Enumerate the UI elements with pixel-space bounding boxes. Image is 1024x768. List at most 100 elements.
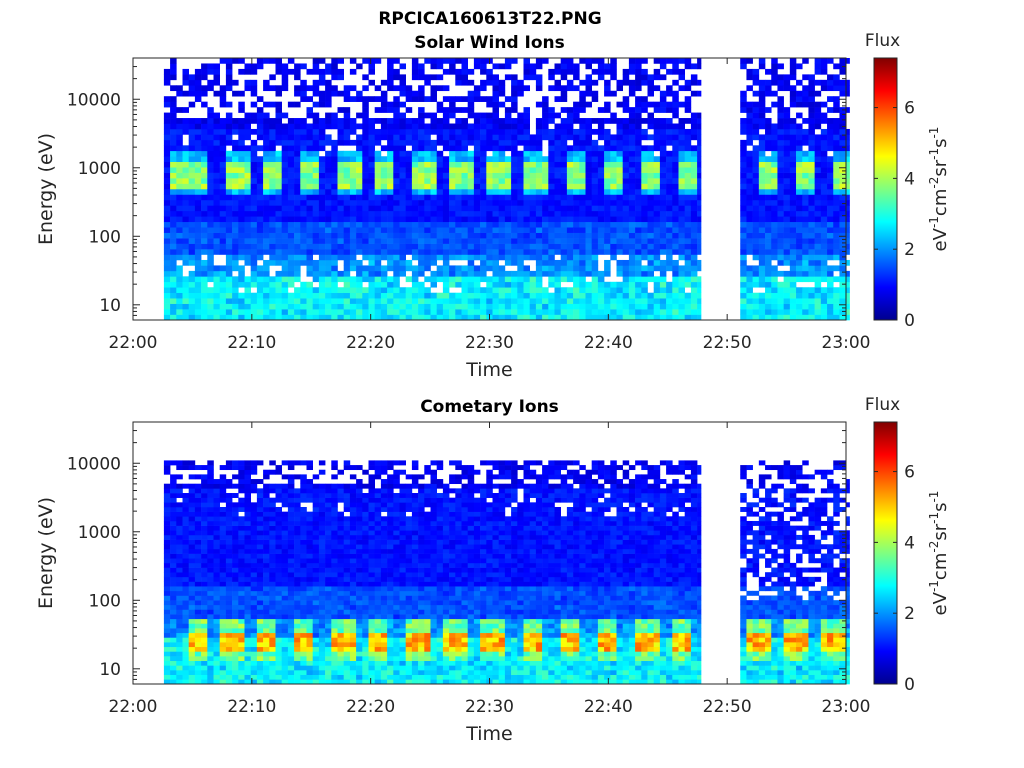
colorbar-units: eV-1cm-2sr-1s-1 bbox=[927, 127, 951, 252]
heatmap-cell bbox=[300, 281, 307, 288]
heatmap-cell bbox=[504, 216, 512, 223]
heatmap-cell bbox=[287, 205, 295, 212]
heatmap-cell bbox=[418, 123, 425, 130]
heatmap-cell bbox=[225, 199, 233, 206]
heatmap-cell bbox=[238, 281, 245, 288]
heatmap-cell bbox=[647, 254, 654, 261]
heatmap-cell bbox=[232, 145, 239, 152]
heatmap-cell bbox=[789, 134, 797, 141]
heatmap-cell bbox=[548, 238, 555, 244]
heatmap-cell bbox=[442, 172, 450, 179]
heatmap-cell bbox=[430, 298, 437, 304]
heatmap-cell bbox=[808, 292, 815, 299]
heatmap-cell bbox=[566, 161, 574, 168]
heatmap-cell bbox=[455, 276, 462, 283]
heatmap-cell bbox=[771, 90, 778, 97]
heatmap-cell bbox=[597, 243, 605, 250]
heatmap-cell bbox=[839, 172, 846, 179]
heatmap-cell bbox=[281, 243, 289, 250]
heatmap-cell bbox=[163, 205, 171, 212]
colorbar-unit-base: cm bbox=[930, 189, 951, 216]
heatmap-cell bbox=[517, 254, 524, 261]
heatmap-cell bbox=[418, 118, 425, 124]
heatmap-cell bbox=[393, 107, 400, 113]
heatmap-cell bbox=[176, 595, 183, 601]
heatmap-cell bbox=[833, 134, 840, 141]
heatmap-cell bbox=[250, 63, 258, 70]
heatmap-cell bbox=[182, 156, 189, 163]
heatmap-cell bbox=[318, 156, 326, 163]
heatmap-cell bbox=[777, 238, 784, 244]
heatmap-cell bbox=[566, 134, 574, 141]
heatmap-cell bbox=[765, 199, 772, 206]
heatmap-cell bbox=[777, 216, 784, 223]
heatmap-cell bbox=[560, 107, 568, 113]
heatmap-cell bbox=[604, 249, 611, 255]
heatmap-cell bbox=[275, 216, 282, 223]
heatmap-cell bbox=[207, 134, 214, 141]
heatmap-cell bbox=[219, 139, 227, 146]
heatmap-cell bbox=[498, 210, 506, 217]
heatmap-cell bbox=[194, 544, 202, 550]
heatmap-cell bbox=[523, 270, 530, 277]
heatmap-cell bbox=[343, 210, 351, 217]
heatmap-cell bbox=[492, 183, 499, 190]
heatmap-cell bbox=[201, 548, 208, 554]
heatmap-cell bbox=[349, 259, 357, 266]
heatmap-cell bbox=[287, 265, 295, 272]
heatmap-cell bbox=[170, 488, 177, 494]
heatmap-cell bbox=[647, 112, 654, 119]
heatmap-cell bbox=[672, 90, 679, 97]
heatmap-cell bbox=[604, 205, 611, 212]
heatmap-cell bbox=[486, 199, 493, 206]
heatmap-cell bbox=[455, 194, 462, 201]
heatmap-cell bbox=[256, 216, 264, 223]
heatmap-cell bbox=[554, 281, 561, 288]
heatmap-cell bbox=[225, 581, 233, 587]
heatmap-cell bbox=[498, 139, 506, 146]
heatmap-cell bbox=[399, 139, 406, 146]
heatmap-cell bbox=[653, 128, 661, 135]
heatmap-cell bbox=[170, 474, 177, 480]
heatmap-cell bbox=[480, 134, 487, 141]
heatmap-cell bbox=[318, 238, 326, 244]
heatmap-cell bbox=[839, 68, 846, 75]
heatmap-cell bbox=[517, 303, 524, 310]
heatmap-cell bbox=[442, 167, 450, 173]
heatmap-cell bbox=[424, 259, 431, 266]
heatmap-cell bbox=[771, 281, 778, 288]
heatmap-cell bbox=[393, 249, 400, 255]
heatmap-cell bbox=[758, 85, 766, 92]
heatmap-cell bbox=[349, 249, 357, 255]
heatmap-cell bbox=[666, 210, 673, 217]
heatmap-cell bbox=[436, 172, 444, 179]
heatmap-cell bbox=[591, 281, 599, 288]
heatmap-cell bbox=[504, 156, 512, 163]
heatmap-cell bbox=[579, 58, 586, 64]
heatmap-cell bbox=[182, 525, 189, 531]
heatmap-cell bbox=[455, 139, 462, 146]
heatmap-cell bbox=[442, 216, 450, 223]
heatmap-cell bbox=[201, 199, 208, 206]
heatmap-cell bbox=[641, 276, 648, 283]
heatmap-cell bbox=[213, 161, 220, 168]
heatmap-cell bbox=[573, 161, 580, 168]
heatmap-cell bbox=[337, 232, 344, 239]
heatmap-cell bbox=[560, 90, 568, 97]
heatmap-cell bbox=[232, 156, 239, 163]
heatmap-cell bbox=[318, 249, 326, 255]
heatmap-cell bbox=[814, 68, 822, 75]
heatmap-cell bbox=[690, 183, 698, 190]
heatmap-cell bbox=[666, 172, 673, 179]
colorbar-unit-exponent: -2 bbox=[927, 177, 941, 189]
heatmap-cell bbox=[399, 210, 406, 217]
heatmap-cell bbox=[597, 63, 605, 70]
heatmap-cell bbox=[281, 145, 289, 152]
heatmap-cell bbox=[511, 85, 518, 92]
heatmap-cell bbox=[814, 156, 822, 163]
heatmap-cell bbox=[442, 254, 450, 261]
heatmap-cell bbox=[281, 156, 289, 163]
heatmap-cell bbox=[269, 221, 276, 228]
heatmap-cell bbox=[405, 161, 413, 168]
heatmap-cell bbox=[678, 150, 685, 157]
